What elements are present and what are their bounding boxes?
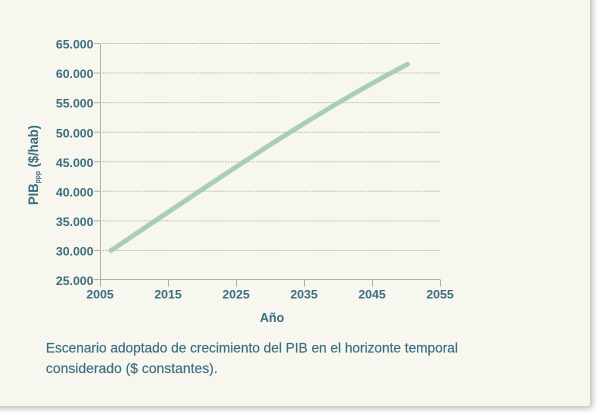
svg-text:Año: Año (260, 311, 285, 325)
svg-text:PIBppp ($/hab): PIBppp ($/hab) (26, 125, 42, 205)
svg-text:45.000: 45.000 (56, 156, 94, 170)
svg-text:50.000: 50.000 (56, 126, 94, 140)
svg-text:30.000: 30.000 (56, 245, 94, 259)
svg-text:65.000: 65.000 (56, 38, 94, 52)
svg-text:35.000: 35.000 (56, 215, 94, 229)
svg-text:40.000: 40.000 (56, 185, 94, 199)
svg-text:2025: 2025 (222, 288, 250, 302)
svg-text:2015: 2015 (154, 288, 182, 302)
svg-text:60.000: 60.000 (56, 67, 94, 81)
svg-text:25.000: 25.000 (56, 274, 94, 288)
svg-text:2055: 2055 (426, 288, 454, 302)
svg-text:considerado ($ constantes).: considerado ($ constantes). (46, 360, 218, 376)
svg-text:2035: 2035 (290, 288, 318, 302)
svg-text:2045: 2045 (358, 288, 386, 302)
svg-text:Escenario adoptado de crecimie: Escenario adoptado de crecimiento del PI… (46, 339, 458, 355)
svg-text:55.000: 55.000 (56, 97, 94, 111)
svg-text:2005: 2005 (86, 288, 114, 302)
